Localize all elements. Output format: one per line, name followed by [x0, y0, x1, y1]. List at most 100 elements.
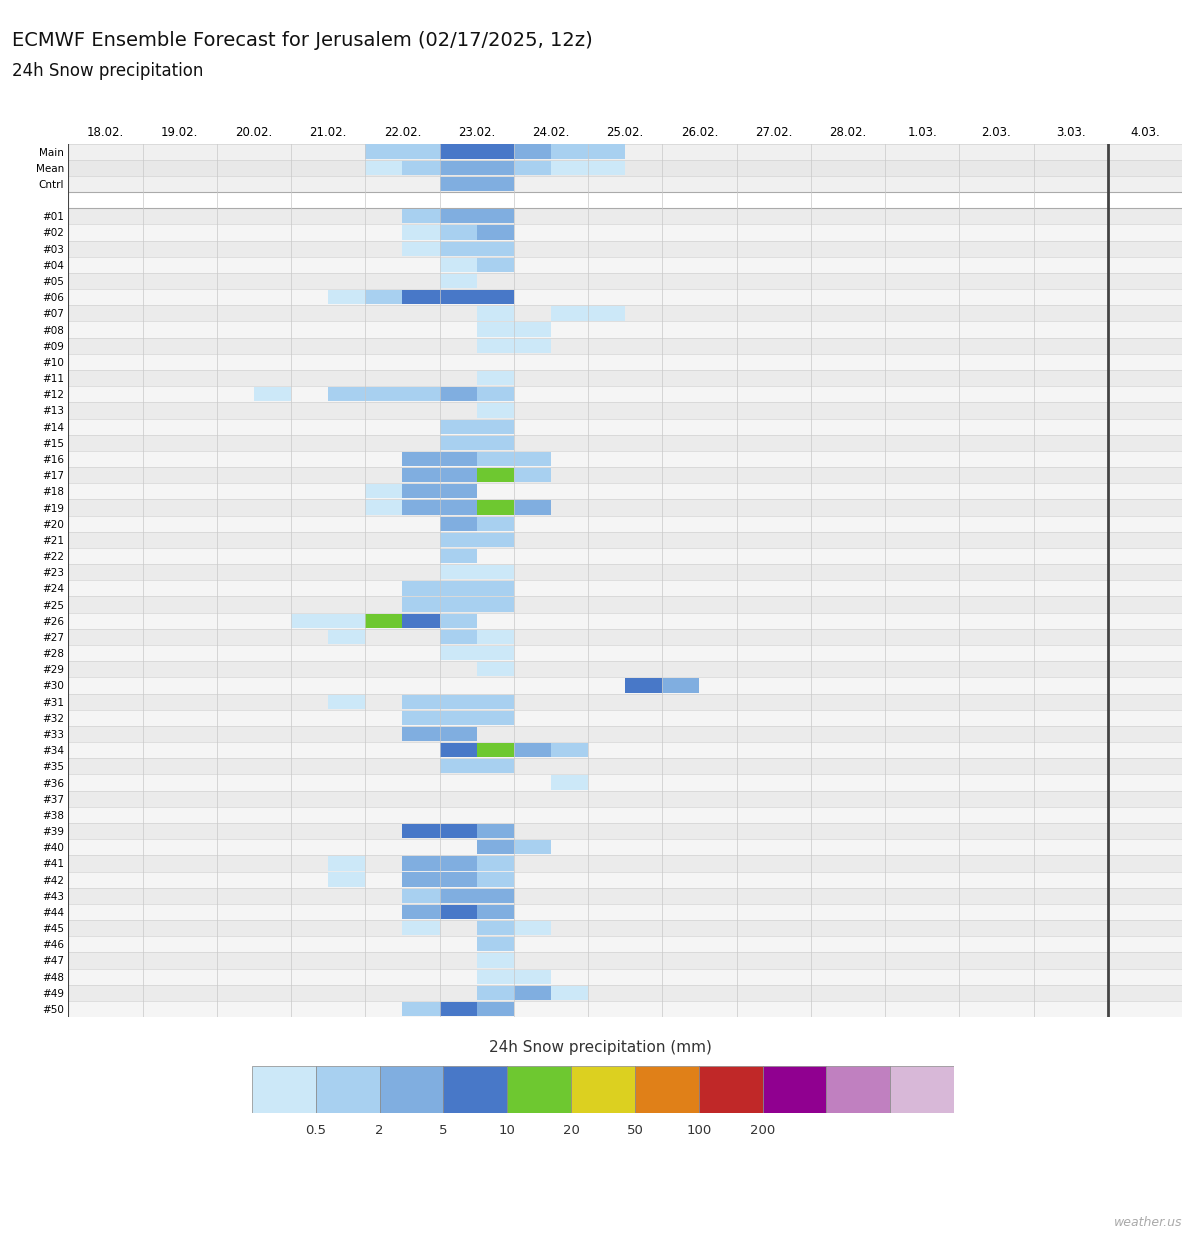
Bar	[476, 419, 514, 434]
Bar	[514, 970, 551, 983]
Bar	[68, 1001, 1182, 1017]
Bar	[662, 679, 700, 693]
Bar	[68, 887, 1182, 904]
Bar	[329, 614, 365, 628]
Bar	[68, 532, 1182, 548]
Bar	[476, 1002, 514, 1016]
Bar	[439, 484, 476, 498]
Bar	[439, 582, 476, 595]
Bar	[68, 597, 1182, 613]
Bar	[476, 937, 514, 951]
Bar	[329, 872, 365, 887]
Bar	[551, 743, 588, 758]
Bar	[68, 775, 1182, 791]
Bar	[476, 338, 551, 353]
Bar	[476, 743, 514, 758]
Bar	[365, 145, 439, 158]
Bar	[439, 468, 476, 482]
Bar	[68, 483, 1182, 499]
Bar	[571, 1066, 635, 1113]
Bar	[402, 582, 439, 595]
Bar	[439, 177, 476, 191]
Text: ECMWF Ensemble Forecast for Jerusalem (02/17/2025, 12z): ECMWF Ensemble Forecast for Jerusalem (0…	[12, 31, 593, 50]
Bar	[365, 290, 402, 305]
Bar	[476, 856, 514, 871]
Bar	[68, 418, 1182, 434]
Bar	[476, 663, 514, 676]
Text: 10: 10	[499, 1124, 516, 1137]
Bar	[68, 515, 1182, 532]
Bar	[68, 322, 1182, 338]
Bar	[402, 290, 439, 305]
Bar	[476, 387, 514, 402]
Bar	[402, 872, 439, 887]
Bar	[476, 533, 514, 547]
Bar	[402, 1002, 439, 1016]
Bar	[292, 614, 329, 628]
Bar	[476, 889, 514, 902]
Bar	[68, 499, 1182, 515]
Bar	[439, 419, 476, 434]
Bar	[476, 517, 514, 530]
Bar	[476, 921, 514, 935]
Bar	[68, 613, 1182, 629]
Bar	[476, 840, 514, 855]
Bar	[476, 500, 514, 514]
Bar	[476, 695, 514, 709]
Bar	[68, 338, 1182, 354]
Bar	[476, 226, 514, 240]
Bar	[625, 679, 662, 693]
Bar	[476, 710, 514, 725]
Bar	[439, 856, 476, 871]
Bar	[439, 824, 476, 839]
Bar	[402, 824, 439, 839]
Bar	[68, 467, 1182, 483]
Text: 24h Snow precipitation (mm): 24h Snow precipitation (mm)	[488, 1040, 712, 1055]
Bar	[402, 710, 439, 725]
Bar	[402, 484, 439, 498]
Bar	[476, 646, 514, 660]
Bar	[439, 533, 476, 547]
Bar	[514, 468, 551, 482]
Bar	[402, 695, 439, 709]
Bar	[68, 985, 1182, 1001]
Bar	[439, 161, 476, 175]
Bar	[439, 242, 476, 256]
Bar	[476, 210, 514, 223]
Bar	[476, 436, 514, 451]
Bar	[68, 839, 1182, 855]
Bar	[68, 564, 1182, 580]
Bar	[365, 387, 402, 402]
Bar	[68, 257, 1182, 273]
Bar	[476, 598, 514, 612]
Bar	[476, 177, 514, 191]
Bar	[68, 678, 1182, 694]
Bar	[68, 822, 1182, 839]
Bar	[514, 986, 551, 1000]
Bar	[68, 904, 1182, 920]
Bar	[439, 517, 476, 530]
Text: 100: 100	[686, 1124, 712, 1137]
Bar	[68, 290, 1182, 306]
Bar	[439, 646, 476, 660]
Bar	[402, 500, 439, 514]
Bar	[68, 451, 1182, 467]
Bar	[68, 402, 1182, 418]
Bar	[439, 614, 476, 628]
Bar	[68, 192, 1182, 208]
Bar	[514, 500, 551, 514]
Bar	[476, 290, 514, 305]
Bar	[329, 387, 365, 402]
Text: 2: 2	[376, 1124, 384, 1137]
Bar	[254, 387, 292, 402]
Bar	[402, 905, 439, 919]
Bar	[476, 759, 514, 774]
Text: weather.us: weather.us	[1114, 1217, 1182, 1229]
Bar	[329, 856, 365, 871]
Bar	[402, 598, 439, 612]
Bar	[402, 210, 439, 223]
Bar	[68, 694, 1182, 710]
Bar	[68, 208, 1182, 225]
Text: 200: 200	[750, 1124, 775, 1137]
Bar	[402, 161, 439, 175]
